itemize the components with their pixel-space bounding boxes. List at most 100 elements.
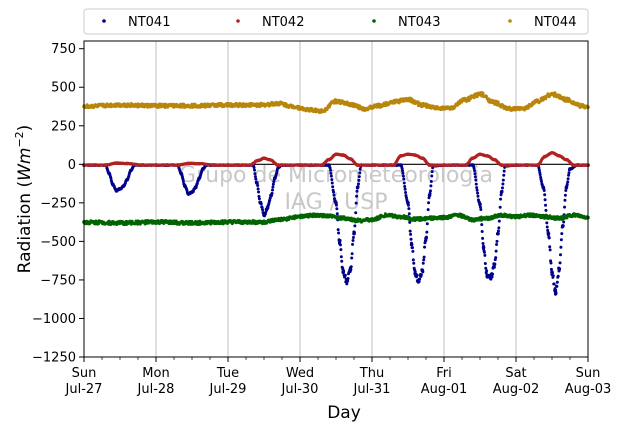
data-point-anchor <box>211 163 216 167</box>
watermark-line-1: Grupo de Micrometeorologia <box>179 163 493 188</box>
data-point <box>425 230 429 234</box>
data-point-anchor <box>561 224 565 228</box>
data-point <box>501 178 505 182</box>
data-point <box>335 207 339 211</box>
data-point <box>410 246 414 250</box>
data-point-anchor <box>492 157 497 162</box>
data-point <box>566 177 570 181</box>
data-point <box>558 261 562 265</box>
data-point <box>253 168 256 172</box>
data-point <box>556 274 560 278</box>
data-point <box>407 207 411 211</box>
data-point <box>339 255 343 259</box>
data-point-anchor <box>190 221 194 225</box>
data-point-anchor <box>258 201 263 205</box>
data-point <box>271 185 275 189</box>
data-point <box>350 256 354 260</box>
data-point-anchor <box>107 171 111 176</box>
data-point <box>409 232 413 236</box>
data-point-anchor <box>564 157 569 162</box>
data-point <box>402 181 406 185</box>
data-point-anchor <box>327 157 331 162</box>
data-point <box>487 97 491 101</box>
data-point-anchor <box>276 218 281 222</box>
data-point <box>422 258 426 262</box>
data-point <box>403 187 407 191</box>
data-point-anchor <box>442 215 446 220</box>
data-point-anchor <box>319 109 324 113</box>
data-point-anchor <box>341 216 346 221</box>
data-point <box>401 174 405 178</box>
data-point-anchor <box>391 100 396 104</box>
data-point <box>551 274 555 278</box>
data-point <box>430 174 434 178</box>
data-point <box>351 235 355 239</box>
data-point-anchor <box>427 163 432 167</box>
data-point <box>480 223 484 227</box>
data-point <box>428 189 432 193</box>
data-point-anchor <box>496 231 500 236</box>
data-point <box>401 169 405 173</box>
data-point-anchor <box>276 163 281 167</box>
data-point <box>547 236 551 240</box>
data-point-anchor <box>262 220 266 224</box>
data-point <box>543 193 547 197</box>
data-point-anchor <box>406 201 410 205</box>
y-tick-label: 0 <box>68 158 76 173</box>
data-point-anchor <box>254 181 259 185</box>
data-point <box>257 194 261 198</box>
data-point <box>181 179 185 183</box>
data-point-anchor <box>485 216 490 221</box>
data-point <box>401 171 405 175</box>
data-point <box>474 182 478 186</box>
data-point <box>353 224 357 228</box>
data-point <box>496 100 500 104</box>
data-point-anchor <box>568 167 572 171</box>
data-point <box>264 210 268 214</box>
data-point <box>346 276 350 280</box>
data-point-anchor <box>190 190 194 194</box>
data-point-anchor <box>114 161 119 165</box>
data-point-anchor <box>541 185 546 190</box>
data-point-anchor <box>175 163 180 167</box>
data-point-anchor <box>521 107 525 111</box>
data-point <box>260 206 264 209</box>
data-point <box>502 169 506 173</box>
data-point <box>408 229 412 233</box>
data-point-anchor <box>507 107 511 111</box>
data-point-anchor <box>427 193 432 197</box>
data-point-anchor <box>183 184 187 188</box>
data-point-anchor <box>409 242 414 247</box>
data-point-anchor <box>305 107 310 112</box>
data-point <box>480 230 484 234</box>
data-point <box>402 177 406 181</box>
data-point-anchor <box>557 216 561 221</box>
data-point <box>473 169 477 173</box>
data-point <box>350 252 354 256</box>
data-point-anchor <box>341 153 346 157</box>
data-point-anchor <box>485 273 490 278</box>
data-point <box>537 168 541 172</box>
data-point-anchor <box>118 187 122 191</box>
data-point-anchor <box>276 101 281 106</box>
data-point <box>460 100 464 104</box>
data-point <box>430 170 434 174</box>
data-point-anchor <box>413 271 418 276</box>
data-point <box>565 182 569 186</box>
data-point-anchor <box>327 163 331 167</box>
data-point-anchor <box>226 103 230 107</box>
data-point-anchor <box>370 163 374 167</box>
data-point <box>548 245 552 249</box>
data-point-anchor <box>348 267 353 271</box>
data-point <box>559 238 563 242</box>
data-point-anchor <box>298 163 302 167</box>
data-point-anchor <box>564 97 569 102</box>
data-point <box>538 173 542 177</box>
data-point-anchor <box>557 154 561 158</box>
data-point <box>340 259 344 263</box>
data-point <box>271 182 275 186</box>
data-point <box>475 188 479 192</box>
data-point <box>555 284 559 288</box>
data-point <box>498 205 502 209</box>
